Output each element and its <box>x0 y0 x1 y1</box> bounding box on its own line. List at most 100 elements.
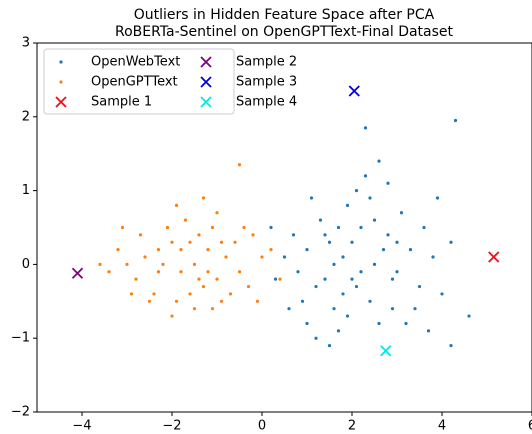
point <box>390 277 395 281</box>
point <box>215 277 219 281</box>
legend-label: OpenGPTText <box>91 75 178 90</box>
point <box>363 174 368 178</box>
point <box>422 225 426 230</box>
point <box>201 196 206 200</box>
point <box>120 225 125 230</box>
point <box>467 314 471 318</box>
legend-marker <box>200 96 212 108</box>
point <box>363 126 368 130</box>
point <box>210 307 215 311</box>
point <box>431 255 435 259</box>
legend-label: Sample 4 <box>236 95 297 110</box>
point <box>390 307 395 311</box>
point <box>174 299 179 303</box>
chart-title: Outliers in Hidden Feature Space after P… <box>134 7 435 23</box>
point <box>345 314 350 318</box>
point <box>237 163 242 167</box>
plot-area <box>71 85 500 357</box>
point <box>350 240 354 244</box>
point <box>282 255 287 259</box>
point <box>305 321 309 326</box>
point <box>224 255 228 259</box>
x-tick-label: 2 <box>348 419 356 434</box>
point <box>372 218 377 222</box>
point <box>206 248 210 252</box>
sample-marker <box>348 85 360 97</box>
point <box>143 255 147 259</box>
point <box>179 248 183 252</box>
point <box>386 181 390 185</box>
point <box>152 292 156 296</box>
x-tick-label: 0 <box>258 419 266 434</box>
y-tick-label: 1 <box>22 183 30 198</box>
point <box>359 270 363 274</box>
sample-marker <box>488 251 500 263</box>
sample-marker <box>71 267 84 279</box>
point <box>215 211 219 215</box>
point <box>156 248 161 252</box>
point <box>246 284 251 289</box>
point <box>188 292 192 296</box>
y-tick-label: 3 <box>22 36 30 51</box>
point <box>323 277 327 281</box>
y-tick-label: 0 <box>22 257 30 272</box>
y-tick-label: −1 <box>11 331 30 346</box>
point <box>255 299 260 303</box>
point <box>368 299 372 303</box>
point <box>107 270 111 274</box>
point <box>242 225 246 230</box>
point <box>305 248 309 252</box>
x-tick-label: 6 <box>528 419 532 434</box>
point <box>192 307 197 311</box>
point <box>377 159 381 163</box>
point <box>197 233 201 237</box>
legend-label: Sample 2 <box>236 55 297 70</box>
point <box>345 203 350 207</box>
point <box>386 233 390 237</box>
point <box>165 225 170 230</box>
legend-box <box>43 48 235 115</box>
point <box>314 336 318 340</box>
point <box>287 307 291 311</box>
point <box>435 196 440 200</box>
point <box>341 292 345 296</box>
point <box>219 240 224 244</box>
point <box>161 262 165 266</box>
point <box>210 225 215 230</box>
legend-marker <box>59 80 63 84</box>
point <box>116 248 120 252</box>
legend-label: Sample 1 <box>91 95 152 110</box>
point <box>174 203 179 207</box>
sample-marker <box>380 345 392 357</box>
point <box>170 314 174 318</box>
point <box>372 262 377 266</box>
point <box>417 284 422 289</box>
point <box>318 218 323 222</box>
point <box>134 277 138 281</box>
point <box>237 270 242 274</box>
point <box>309 196 314 200</box>
point <box>359 225 363 230</box>
point <box>399 211 404 215</box>
point <box>332 307 336 311</box>
point <box>449 343 453 348</box>
legend-label: OpenWebText <box>91 55 180 70</box>
point <box>156 270 161 274</box>
point <box>354 189 359 193</box>
point <box>188 240 192 244</box>
y-tick-label: −2 <box>11 405 30 420</box>
point <box>395 270 399 274</box>
legend-marker <box>55 96 67 108</box>
point <box>233 240 237 244</box>
point <box>296 270 300 274</box>
point <box>336 329 341 333</box>
point <box>228 292 233 296</box>
point <box>260 255 264 259</box>
point <box>453 118 458 123</box>
point <box>426 329 431 333</box>
point <box>170 240 174 244</box>
point <box>273 277 278 281</box>
axes-frame <box>36 42 532 413</box>
point <box>327 343 332 348</box>
